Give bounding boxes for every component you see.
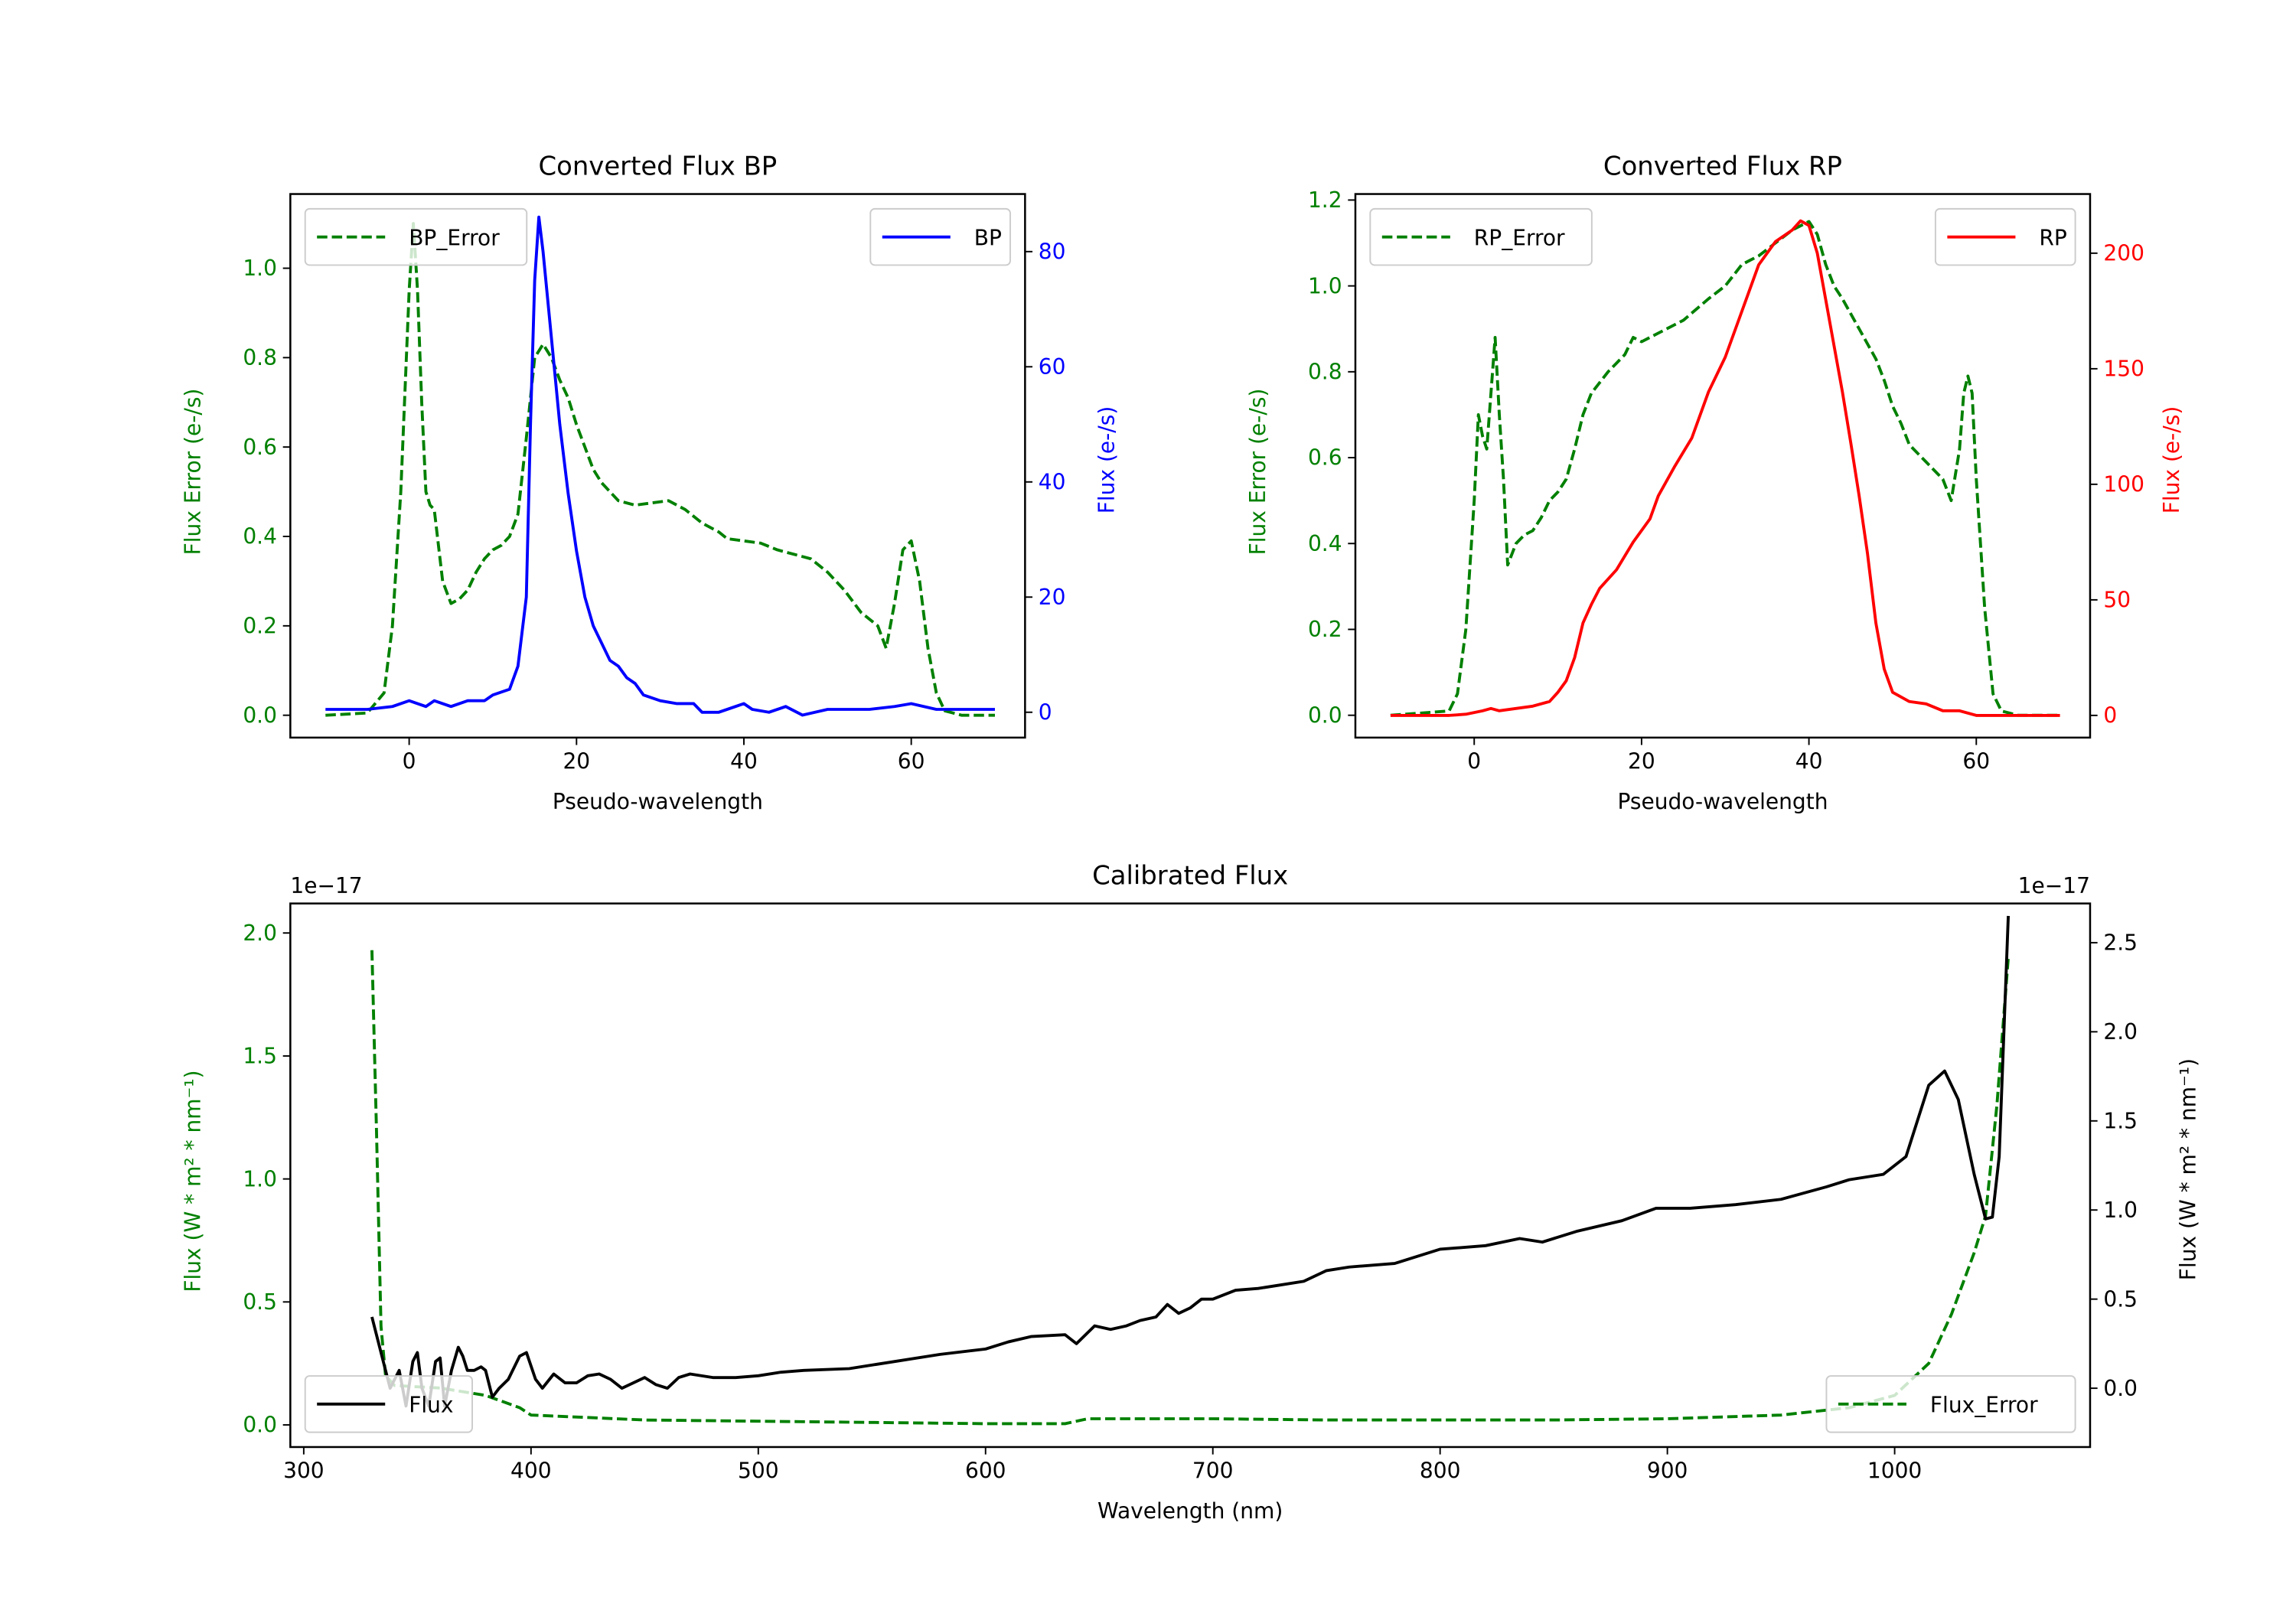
- legend-flux: Flux: [304, 1375, 474, 1433]
- chart-title: Converted Flux RP: [1603, 151, 1842, 181]
- x-tick-label: 0: [1467, 749, 1481, 774]
- legend-rp-error: RP_Error: [1369, 207, 1593, 266]
- y2-tick-label: 2.5: [2103, 931, 2138, 956]
- y-tick-label: 0.4: [243, 524, 277, 549]
- y2-tick-label: 1.5: [2103, 1108, 2138, 1133]
- y-tick-label: 0.2: [1308, 617, 1342, 642]
- y-tick-label: 0.2: [243, 614, 277, 639]
- y-axis-label: Flux Error (e-/s): [1245, 389, 1270, 556]
- y2-axis-label: Flux (e-/s): [2159, 406, 2184, 514]
- legend-label: BP_Error: [409, 225, 500, 250]
- rp-plot: 0 20 40 60 0.0 0.2 0.4 0.6 0.8 1.0 1.2 0 50 100 150 200…: [1245, 151, 2184, 813]
- x-axis-label: Pseudo-wavelength: [553, 789, 763, 814]
- y2-tick-label: 0.5: [2103, 1286, 2138, 1312]
- y2-tick-label: 1.0: [2103, 1198, 2138, 1223]
- series-line-bp-error: [325, 222, 995, 717]
- y2-axis-label: Flux (e-/s): [1094, 406, 1119, 514]
- y2-axis-label: Flux (W * m² * nm⁻¹): [2175, 1058, 2200, 1280]
- axes-frame: [289, 902, 2092, 1449]
- legend-label: RP_Error: [1474, 225, 1565, 250]
- series-line-flux: [370, 915, 2011, 1408]
- y-offset-label: 1e−17: [290, 873, 362, 898]
- legend-flux-error: Flux_Error: [1825, 1375, 2076, 1433]
- bp-plot: 0 20 40 60 0.0 0.2 0.4 0.6 0.8 1.0 0 20 40 60 80 Conver…: [180, 151, 1119, 813]
- y2-tick-label: 200: [2103, 241, 2144, 266]
- series-line-rp-error: [1390, 220, 2060, 717]
- y-tick-label: 0.0: [243, 702, 277, 728]
- x-tick-label: 700: [1192, 1459, 1234, 1484]
- axes-frame: [1354, 193, 2092, 739]
- x-tick-label: 40: [730, 749, 758, 774]
- legend-bp: BP: [869, 207, 1011, 266]
- y2-tick-label: 0: [2103, 703, 2117, 729]
- chart-title: Converted Flux BP: [538, 151, 777, 181]
- y-tick-label: 0.0: [243, 1413, 277, 1438]
- x-tick-label: 900: [1647, 1459, 1688, 1484]
- y-tick-label: 0.0: [1308, 702, 1342, 728]
- chart-title: Calibrated Flux: [1092, 860, 1288, 890]
- y2-tick-label: 60: [1039, 354, 1066, 380]
- y-tick-label: 0.6: [1308, 445, 1342, 471]
- legend-box: [1825, 1375, 2076, 1433]
- x-tick-label: 60: [898, 749, 925, 774]
- y2-tick-label: 2.0: [2103, 1019, 2138, 1045]
- x-tick-label: 500: [738, 1459, 779, 1484]
- x-tick-label: 20: [1628, 749, 1655, 774]
- y2-tick-label: 40: [1039, 469, 1066, 494]
- legend-bp-error: BP_Error: [304, 207, 528, 266]
- y2-tick-label: 50: [2103, 588, 2131, 613]
- y-tick-label: 0.6: [243, 435, 277, 460]
- x-tick-label: 400: [510, 1459, 552, 1484]
- y2-offset-label: 1e−17: [2018, 873, 2090, 898]
- y2-tick-label: 20: [1039, 585, 1066, 610]
- x-tick-label: 1000: [1867, 1459, 1922, 1484]
- legend-label: Flux: [409, 1392, 453, 1417]
- legend-box: [304, 207, 528, 266]
- y2-tick-label: 0: [1039, 699, 1052, 725]
- y-tick-label: 1.0: [243, 256, 277, 281]
- x-tick-label: 300: [283, 1459, 325, 1484]
- y2-tick-label: 0.0: [2103, 1376, 2138, 1401]
- y2-tick-label: 150: [2103, 357, 2144, 382]
- y2-tick-label: 100: [2103, 472, 2144, 497]
- y-tick-label: 0.8: [243, 345, 277, 370]
- y2-tick-label: 80: [1039, 239, 1066, 264]
- y-tick-label: 0.4: [1308, 531, 1342, 556]
- y-tick-label: 1.2: [1308, 187, 1342, 213]
- x-axis-label: Pseudo-wavelength: [1617, 789, 1828, 814]
- x-tick-label: 40: [1795, 749, 1823, 774]
- x-tick-label: 800: [1420, 1459, 1461, 1484]
- y-tick-label: 1.0: [1308, 273, 1342, 298]
- y-tick-label: 1.5: [243, 1044, 277, 1069]
- legend-label: RP: [2039, 225, 2066, 250]
- legend-box: [1369, 207, 1593, 266]
- axes-frame: [289, 193, 1026, 739]
- x-axis-label: Wavelength (nm): [1097, 1498, 1283, 1524]
- calibrated-plot: 300 400 500 600 700 800 900 1000 0.0 0.5 1.0 1.5 2.0…: [180, 860, 2200, 1523]
- x-tick-label: 60: [1962, 749, 1990, 774]
- y-tick-label: 1.0: [243, 1166, 277, 1191]
- legend-box: [304, 1375, 474, 1433]
- y-tick-label: 0.5: [243, 1289, 277, 1315]
- y-tick-label: 2.0: [243, 921, 277, 946]
- x-tick-label: 0: [403, 749, 416, 774]
- legend-rp: RP: [1934, 207, 2076, 266]
- legend-label: Flux_Error: [1930, 1392, 2038, 1417]
- y-axis-label: Flux (W * m² * nm⁻¹): [180, 1070, 205, 1292]
- series-line-bp: [325, 215, 995, 717]
- x-tick-label: 20: [563, 749, 590, 774]
- legend-label: BP: [974, 225, 1002, 250]
- x-tick-label: 600: [965, 1459, 1006, 1484]
- y-tick-label: 0.8: [1308, 360, 1342, 385]
- series-line-rp: [1390, 219, 2060, 717]
- y-axis-label: Flux Error (e-/s): [180, 389, 205, 556]
